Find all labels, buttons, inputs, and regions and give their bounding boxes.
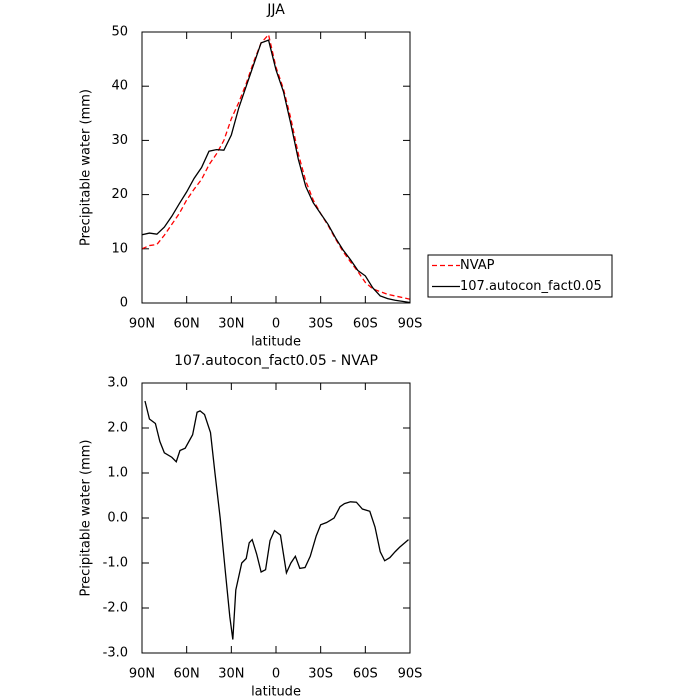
x-tick-label: 90S [398,317,423,332]
plot-frame [141,31,411,304]
plot-frame [141,382,411,654]
x-tick-label: 30N [218,317,244,332]
series-line [144,400,409,640]
y-tick-label: -3.0 [103,646,128,661]
x-tick-label: 60N [174,667,200,682]
y-tick-label: 30 [111,133,128,148]
x-tick-label: 90N [129,667,155,682]
x-axis-label: latitude [251,335,301,350]
y-axis-label: Precipitable water (mm) [79,89,94,246]
legend-box [427,254,613,298]
series-line [141,39,411,304]
y-axis-label: Precipitable water (mm) [79,440,94,597]
y-tick-label: -2.0 [103,601,128,616]
legend-label: 107.autocon_fact0.05 [460,279,602,294]
x-tick-label: 30N [218,667,244,682]
x-tick-label: 0 [272,667,280,682]
y-tick-label: 10 [111,241,128,256]
x-tick-label: 60S [353,317,378,332]
y-tick-label: 2.0 [107,421,128,436]
x-tick-label: 0 [272,317,280,332]
y-tick-label: 1.0 [107,466,128,481]
x-tick-label: 30S [308,317,333,332]
x-tick-label: 30S [308,667,333,682]
series-line [141,33,411,300]
x-tick-label: 90N [129,317,155,332]
legend-label: NVAP [460,258,495,273]
x-tick-label: 60S [353,667,378,682]
y-tick-label: 40 [111,79,128,94]
chart-title: JJA [266,2,285,18]
y-tick-label: 20 [111,187,128,202]
y-tick-label: 50 [111,25,128,40]
chart-title: 107.autocon_fact0.05 - NVAP [174,353,378,369]
y-tick-label: 0.0 [107,511,128,526]
x-tick-label: 60N [174,317,200,332]
y-tick-label: -1.0 [103,556,128,571]
x-tick-label: 90S [398,667,423,682]
x-axis-label: latitude [251,685,301,700]
y-tick-label: 0 [120,296,128,311]
y-tick-label: 3.0 [107,376,128,391]
